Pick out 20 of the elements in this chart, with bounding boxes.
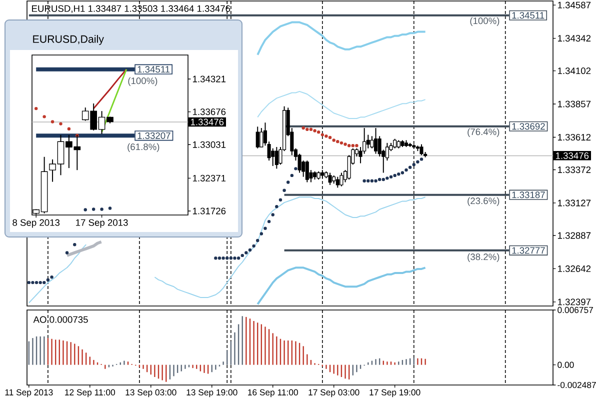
y-tick-label: 0.00	[558, 362, 574, 368]
point	[42, 280, 46, 284]
point	[38, 280, 42, 284]
x-tick-label: 13 Sep 19:00	[186, 389, 238, 398]
x-tick-label: 12 Sep 11:00	[65, 389, 116, 398]
y-tick-label: 1.32642	[558, 265, 591, 272]
y-tick-label: 0.006757	[558, 306, 593, 314]
y-tick-label: 1.32397	[558, 298, 591, 306]
text: AO 0.000735	[33, 316, 88, 323]
y-tick-label: -0.002487	[558, 382, 596, 388]
x-tick-label: 13 Sep 03:00	[126, 389, 176, 398]
point	[27, 280, 31, 284]
point	[46, 278, 50, 282]
point	[31, 280, 34, 284]
x-tick-label: 11 Sep 2013	[5, 389, 53, 398]
x-tick-label: 16 Sep 11:00	[248, 389, 298, 398]
x-tick-label: 17 Sep 03:00	[308, 389, 360, 398]
x-tick-label: 17 Sep 19:00	[370, 389, 420, 398]
point	[50, 276, 54, 279]
point	[34, 280, 38, 284]
